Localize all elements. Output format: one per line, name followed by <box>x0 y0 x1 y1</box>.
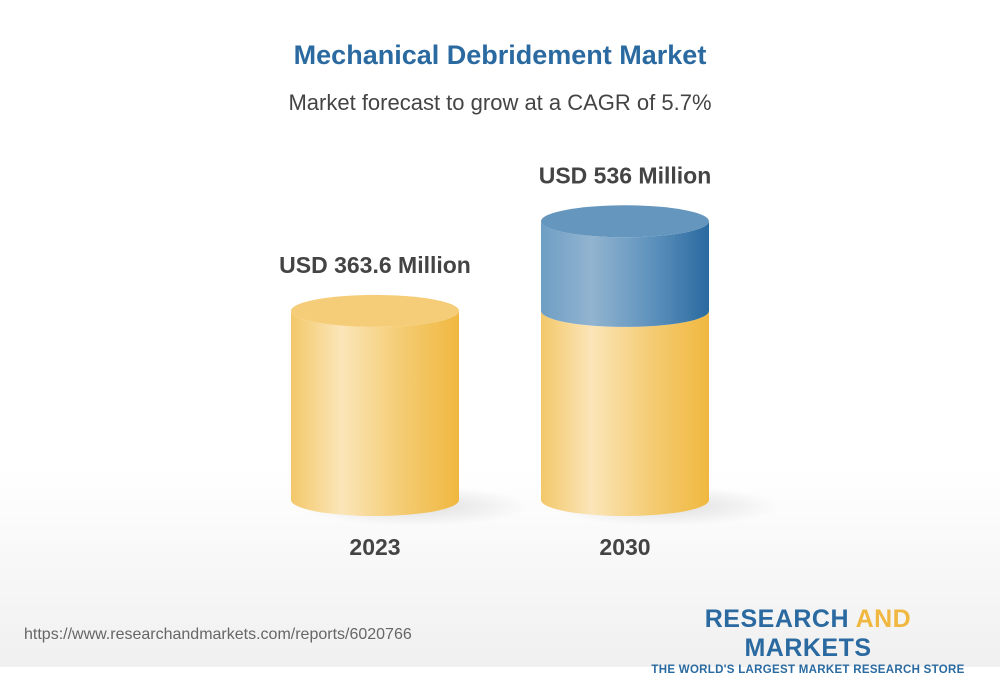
cylinder-top <box>541 205 709 238</box>
bar-growth-2030 <box>541 221 709 327</box>
chart-subtitle: Market forecast to grow at a CAGR of 5.7… <box>288 90 712 115</box>
category-label: 2030 <box>599 534 650 560</box>
data-label: USD 536 Million <box>539 162 712 188</box>
cylinder-top <box>291 294 459 327</box>
data-label: USD 363.6 Million <box>279 252 471 278</box>
bar-2023 <box>291 310 459 516</box>
chart-title: Mechanical Debridement Market <box>293 40 707 70</box>
source-url[interactable]: https://www.researchandmarkets.com/repor… <box>24 626 412 643</box>
category-label: 2023 <box>349 534 400 560</box>
bar-base-2030 <box>541 310 709 516</box>
research-and-markets-logo: RESEARCH AND MARKETS THE WORLD'S LARGEST… <box>651 605 965 676</box>
